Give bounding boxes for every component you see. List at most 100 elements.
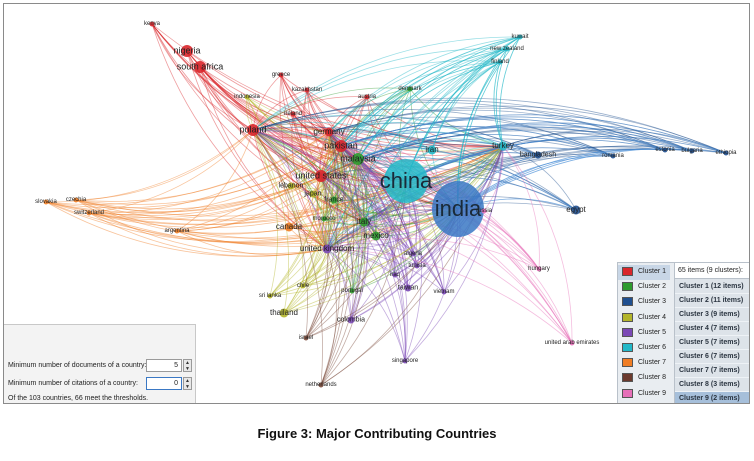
label-mexico[interactable]: mexico <box>363 231 389 240</box>
label-israel[interactable]: israel <box>298 335 314 341</box>
cluster-swatch-row[interactable]: Cluster 8 <box>618 371 670 386</box>
label-singapore[interactable]: singapore <box>391 358 419 364</box>
node-nigeria[interactable] <box>181 45 193 57</box>
label-ireland[interactable]: ireland <box>283 111 303 117</box>
cluster-item-row[interactable]: Cluster 7 (7 items) <box>675 364 749 378</box>
node-colombia[interactable] <box>347 316 355 324</box>
node-thailand[interactable] <box>279 308 289 318</box>
node-taiwan[interactable] <box>404 284 412 292</box>
label-bulgaria[interactable]: bulgaria <box>681 148 703 154</box>
node-switzerland[interactable] <box>86 210 92 216</box>
node-kuwait[interactable] <box>517 34 523 40</box>
node-china[interactable] <box>384 159 428 203</box>
node-portugal[interactable] <box>349 288 355 294</box>
label-tunisia[interactable]: tunisia <box>408 263 426 269</box>
min-citations-spinner[interactable]: ▲ ▼ <box>183 377 192 390</box>
label-thailand[interactable]: thailand <box>269 308 299 317</box>
min-documents-spinner[interactable]: ▲ ▼ <box>183 359 192 372</box>
label-argentina[interactable]: argentina <box>164 228 190 234</box>
node-kenya[interactable] <box>149 21 155 27</box>
label-united-arab-emirates[interactable]: united arab emirates <box>544 340 600 346</box>
label-iraq[interactable]: iraq <box>389 272 401 278</box>
label-kazakhstan[interactable]: kazakhstan <box>291 87 323 93</box>
node-poland[interactable] <box>247 124 259 136</box>
cluster-item-row[interactable]: Cluster 6 (7 items) <box>675 350 749 364</box>
label-austria[interactable]: austria <box>357 94 377 100</box>
node-south-africa[interactable] <box>194 61 206 73</box>
node-romania[interactable] <box>610 153 616 159</box>
label-egypt[interactable]: egypt <box>566 205 586 214</box>
node-united-arab-emirates[interactable] <box>569 340 575 346</box>
cluster-item-row[interactable]: Cluster 5 (7 items) <box>675 336 749 350</box>
label-france[interactable]: france <box>324 196 344 204</box>
label-iran[interactable]: iran <box>425 145 439 154</box>
label-estonia[interactable]: estonia <box>655 147 675 153</box>
label-united-kingdom[interactable]: united kingdom <box>299 244 355 253</box>
label-new-zealand[interactable]: new zealand <box>490 46 524 52</box>
label-slovakia[interactable]: slovakia <box>35 199 57 205</box>
node-mexico[interactable] <box>371 231 381 241</box>
node-malaysia[interactable] <box>352 153 364 165</box>
node-sri-lanka[interactable] <box>267 293 273 299</box>
cluster-item-row[interactable]: Cluster 9 (2 items) <box>675 392 749 403</box>
label-hungary[interactable]: hungary <box>528 266 550 272</box>
label-south-africa[interactable]: south africa <box>176 61 224 72</box>
label-china[interactable]: china <box>379 168 433 193</box>
label-bangladesh[interactable]: bangladesh <box>519 151 557 159</box>
country-network-graph[interactable] <box>4 4 750 404</box>
node-iraq[interactable] <box>392 272 398 278</box>
label-russia[interactable]: russia <box>475 208 493 214</box>
label-poland[interactable]: poland <box>239 124 267 135</box>
node-hungary[interactable] <box>536 266 542 272</box>
node-austria[interactable] <box>364 94 370 100</box>
label-united-states[interactable]: united states <box>295 170 347 181</box>
node-united-kingdom[interactable] <box>322 244 332 254</box>
cluster-swatch-row[interactable]: Cluster 2 <box>618 280 670 295</box>
node-slovakia[interactable] <box>43 199 49 205</box>
label-greece[interactable]: greece <box>271 72 291 78</box>
label-kuwait[interactable]: kuwait <box>511 34 529 40</box>
node-bangladesh[interactable] <box>534 151 542 159</box>
spin-up-icon[interactable]: ▲ <box>185 378 190 384</box>
node-pakistan[interactable] <box>335 140 347 152</box>
cluster-item-row[interactable]: Cluster 8 (3 items) <box>675 378 749 392</box>
spin-down-icon[interactable]: ▼ <box>185 384 190 390</box>
node-chile[interactable] <box>300 283 306 289</box>
label-denmark[interactable]: denmark <box>398 86 422 92</box>
label-algeria[interactable]: algeria <box>403 251 423 257</box>
min-citations-input[interactable] <box>146 377 182 390</box>
node-argentina[interactable] <box>174 228 180 234</box>
node-vietnam[interactable] <box>441 289 447 295</box>
node-denmark[interactable] <box>407 86 413 92</box>
node-israel[interactable] <box>303 335 309 341</box>
label-lebanon[interactable]: lebanon <box>278 182 304 190</box>
label-indonesia[interactable]: indonesia <box>234 94 260 100</box>
cluster-swatch-row[interactable]: Cluster 1 <box>618 265 670 281</box>
node-germany[interactable] <box>324 127 334 137</box>
cluster-swatch-row[interactable]: Cluster 9 <box>618 387 670 402</box>
node-bulgaria[interactable] <box>689 148 695 154</box>
node-estonia[interactable] <box>662 147 668 153</box>
label-canada[interactable]: canada <box>275 222 303 231</box>
node-ireland[interactable] <box>290 111 296 117</box>
node-turkey[interactable] <box>498 141 508 151</box>
label-portugal[interactable]: portugal <box>341 288 363 294</box>
label-taiwan[interactable]: taiwan <box>397 284 419 292</box>
node-finland[interactable] <box>497 59 503 65</box>
node-algeria[interactable] <box>410 251 416 257</box>
node-italy[interactable] <box>359 217 369 227</box>
label-colombia[interactable]: colombia <box>336 316 366 324</box>
label-turkey[interactable]: turkey <box>492 141 514 150</box>
node-netherlands[interactable] <box>318 382 324 388</box>
label-malaysia[interactable]: malaysia <box>340 153 376 164</box>
node-india[interactable] <box>432 181 484 237</box>
cluster-swatch-row[interactable]: Cluster 4 <box>618 311 670 326</box>
label-kenya[interactable]: kenya <box>143 21 161 27</box>
cluster-item-row[interactable]: Cluster 3 (9 items) <box>675 308 749 322</box>
node-russia[interactable] <box>481 208 487 214</box>
node-iran[interactable] <box>427 145 437 155</box>
node-czechia[interactable] <box>73 197 79 203</box>
node-ethiopia[interactable] <box>723 150 729 156</box>
node-canada[interactable] <box>284 222 294 232</box>
node-egypt[interactable] <box>571 205 581 215</box>
